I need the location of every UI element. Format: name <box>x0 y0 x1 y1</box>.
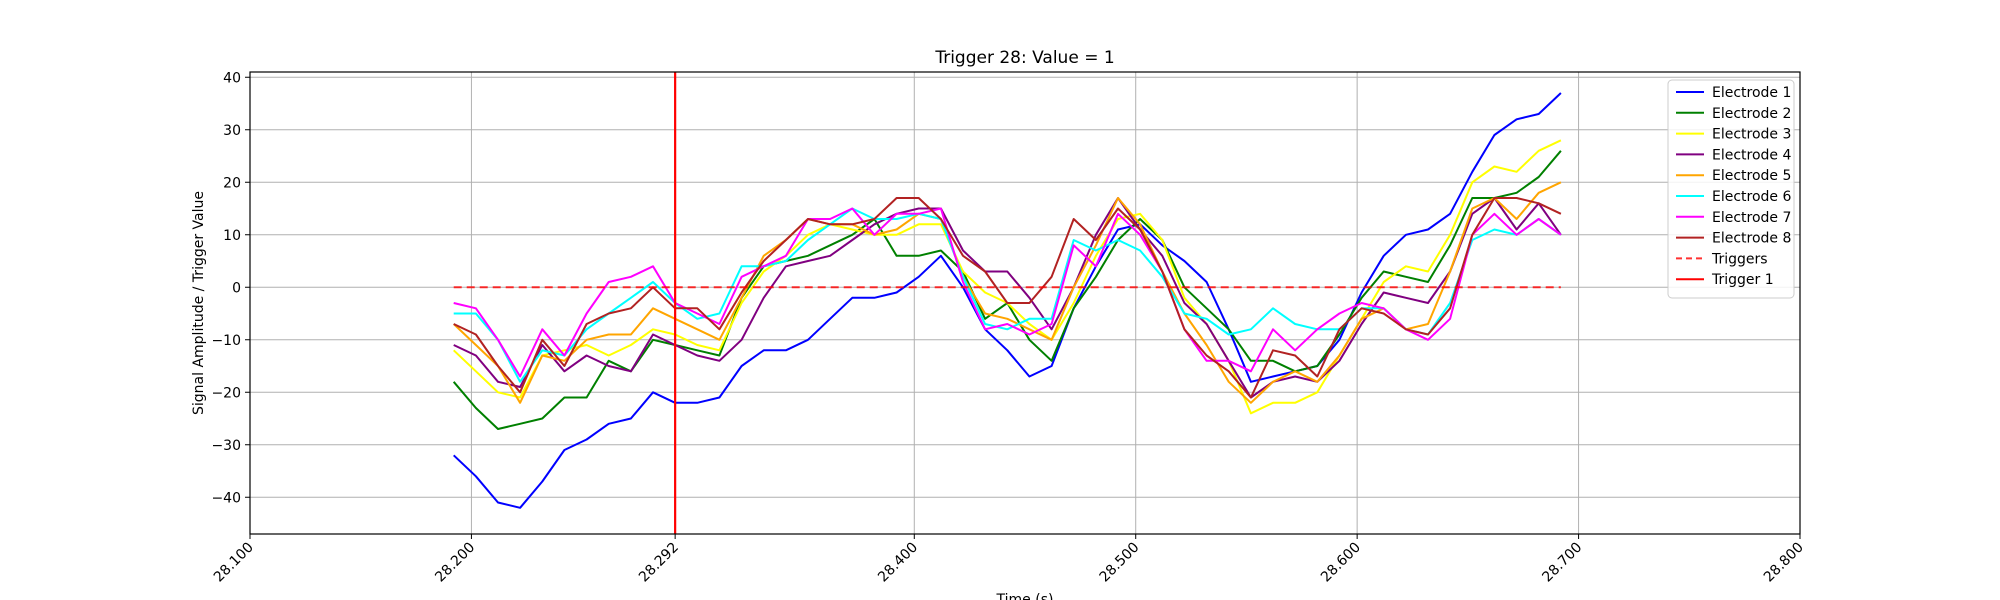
series-electrode-5 <box>453 181 1562 404</box>
chart-title: Trigger 28: Value = 1 <box>934 48 1114 68</box>
x-tick-label: 28.400 <box>875 540 921 586</box>
legend-label-electrode-4: Electrode 4 <box>1712 147 1791 163</box>
plot-frame <box>249 71 1801 535</box>
series-electrode-8 <box>453 197 1562 399</box>
legend: Electrode 1 Electrode 2 Electrode 3 Electro… <box>1667 79 1795 299</box>
x-axis-label: Time (s) <box>996 592 1054 600</box>
legend-label-trigger-1: Trigger 1 <box>1711 272 1774 288</box>
series-electrode-6 <box>453 207 1562 383</box>
x-tick-label: 28.100 <box>211 540 257 586</box>
y-tick-label: 20 <box>223 175 241 191</box>
series-electrode-2 <box>452 150 1562 430</box>
legend-label-electrode-3: Electrode 3 <box>1712 127 1791 143</box>
legend-label-electrode-1: Electrode 1 <box>1712 85 1791 101</box>
y-tick-label: 10 <box>223 228 241 244</box>
series-electrode-3 <box>453 139 1562 415</box>
x-tick-label: 28.700 <box>1539 540 1585 586</box>
x-tick-label: 28.600 <box>1318 540 1364 586</box>
y-tick-label: −10 <box>211 333 241 349</box>
y-tick-label: −20 <box>211 385 241 401</box>
x-tick-label: 28.800 <box>1761 540 1807 586</box>
grid <box>249 72 1801 534</box>
series-electrode-7 <box>453 207 1562 378</box>
y-tick-label: 40 <box>223 70 241 86</box>
legend-label-triggers: Triggers <box>1711 251 1768 267</box>
y-tick-label: −40 <box>211 490 241 506</box>
legend-label-electrode-7: Electrode 7 <box>1712 210 1791 226</box>
legend-label-electrode-2: Electrode 2 <box>1712 106 1791 122</box>
y-tick-label: 30 <box>223 123 241 139</box>
series-electrode-1 <box>453 92 1562 509</box>
y-axis-label: Signal Amplitude / Trigger Value <box>191 191 207 415</box>
legend-label-electrode-5: Electrode 5 <box>1712 168 1791 184</box>
series-group <box>452 92 1562 509</box>
x-tick-label: 28.500 <box>1097 540 1143 586</box>
y-tick-label: 0 <box>232 280 241 296</box>
legend-label-electrode-6: Electrode 6 <box>1712 189 1791 205</box>
legend-label-electrode-8: Electrode 8 <box>1712 231 1791 247</box>
y-tick-label: −30 <box>211 438 241 454</box>
series-electrode-4 <box>453 197 1562 399</box>
x-tick-label: 28.200 <box>432 540 478 586</box>
x-tick-label: 28.292 <box>636 540 682 586</box>
